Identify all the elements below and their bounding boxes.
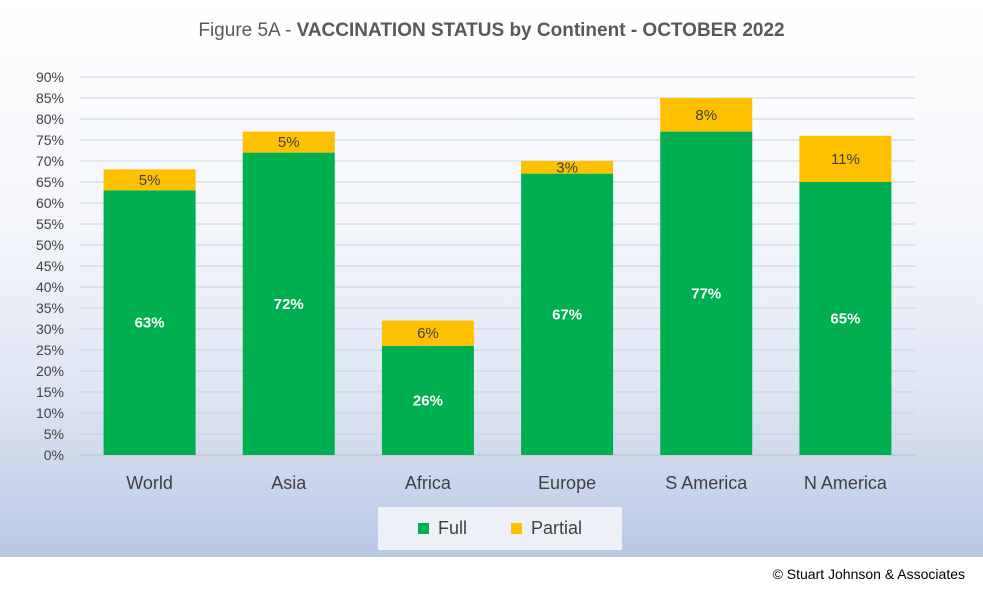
y-tick-label: 40% bbox=[36, 279, 64, 295]
chart-area: Figure 5A - VACCINATION STATUS by Contin… bbox=[0, 0, 983, 557]
legend-item-partial: Partial bbox=[510, 518, 583, 539]
data-label-partial: 3% bbox=[556, 159, 578, 176]
x-category-label: Africa bbox=[405, 473, 452, 493]
y-tick-label: 60% bbox=[36, 195, 64, 211]
bar-partial bbox=[660, 98, 753, 132]
legend: Full Partial bbox=[378, 507, 622, 550]
data-label-partial: 5% bbox=[278, 134, 300, 151]
chart-title: Figure 5A - VACCINATION STATUS by Contin… bbox=[0, 20, 983, 42]
x-category-label: World bbox=[126, 473, 173, 493]
bar-full bbox=[660, 131, 753, 455]
data-label-full: 72% bbox=[274, 296, 304, 313]
bars bbox=[103, 98, 892, 455]
data-label-full: 26% bbox=[413, 392, 443, 409]
x-category-label: Europe bbox=[538, 473, 596, 493]
y-tick-label: 30% bbox=[36, 321, 64, 337]
y-tick-label: 80% bbox=[36, 111, 64, 127]
x-category-label: Asia bbox=[271, 473, 307, 493]
y-tick-label: 0% bbox=[44, 447, 64, 463]
bar-partial bbox=[381, 320, 474, 346]
y-tick-label: 85% bbox=[36, 90, 64, 106]
bar-full bbox=[103, 190, 196, 455]
y-tick-label: 15% bbox=[36, 384, 64, 400]
y-axis-tick-labels: 0% 5% 10% 15% 20% 25% 30% 35% 40% 45% 50% 55% 60% 65%… bbox=[36, 69, 64, 463]
y-tick-label: 20% bbox=[36, 363, 64, 379]
legend-swatch-full bbox=[417, 523, 429, 534]
data-label-full: 77% bbox=[691, 285, 721, 302]
legend-label-full: Full bbox=[437, 518, 467, 538]
y-tick-label: 25% bbox=[36, 342, 64, 358]
bar-full bbox=[242, 152, 335, 455]
data-label-partial: 8% bbox=[695, 107, 717, 124]
data-label-full: 65% bbox=[830, 311, 860, 328]
bar-partial bbox=[521, 161, 614, 174]
bar-full bbox=[381, 345, 474, 455]
bar-partial bbox=[103, 169, 196, 191]
bar-full bbox=[799, 182, 892, 455]
legend-swatch-partial bbox=[510, 523, 522, 534]
data-label-full: 67% bbox=[552, 306, 582, 323]
bar-partial bbox=[799, 135, 892, 182]
y-tick-label: 70% bbox=[36, 153, 64, 169]
y-tick-label: 10% bbox=[36, 405, 64, 421]
legend-item-full: Full bbox=[417, 518, 467, 539]
y-tick-label: 5% bbox=[44, 426, 64, 442]
legend-label-partial: Partial bbox=[530, 518, 583, 538]
data-labels: 63% 5% 72% 5% 26% 6% 67% 3% 77% 8% 65% 11% bbox=[135, 107, 861, 410]
data-label-partial: 5% bbox=[139, 172, 161, 189]
x-category-label: S America bbox=[665, 473, 748, 493]
x-axis-category-labels: World Asia Africa Europe S America N America bbox=[126, 473, 888, 493]
y-tick-label: 45% bbox=[36, 258, 64, 274]
x-category-label: N America bbox=[804, 473, 888, 493]
plot-area: 0% 5% 10% 15% 20% 25% 30% 35% 40% 45% 50% 55% 60% 65%… bbox=[36, 69, 915, 493]
y-tick-label: 75% bbox=[36, 132, 64, 148]
chart-title-prefix: Figure 5A - bbox=[198, 20, 297, 41]
copyright-notice: © Stuart Johnson & Associates bbox=[772, 566, 965, 582]
y-tick-label: 55% bbox=[36, 216, 64, 232]
chart-title-main: VACCINATION STATUS by Continent - OCTOBE… bbox=[296, 20, 785, 41]
y-tick-label: 35% bbox=[36, 300, 64, 316]
y-tick-label: 65% bbox=[36, 174, 64, 190]
data-label-full: 63% bbox=[135, 315, 165, 332]
bar-partial bbox=[242, 131, 335, 153]
data-label-partial: 11% bbox=[831, 151, 860, 168]
data-label-partial: 6% bbox=[417, 325, 439, 342]
y-tick-label: 50% bbox=[36, 237, 64, 253]
grid-lines bbox=[80, 76, 915, 456]
y-tick-label: 90% bbox=[36, 69, 64, 85]
bar-full bbox=[521, 173, 614, 455]
